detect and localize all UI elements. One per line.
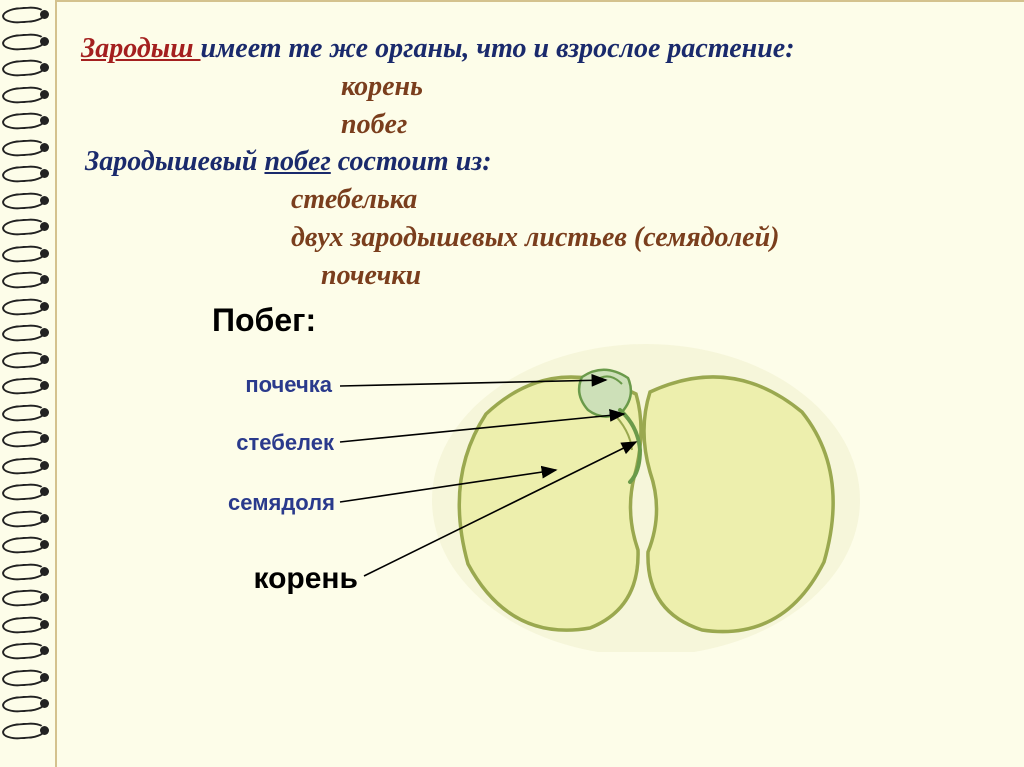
- label-koren: корень: [208, 562, 358, 596]
- seed-illustration: [432, 322, 862, 652]
- label-stebelek: стебелек: [194, 430, 334, 456]
- shoot-line-part1: Зародышевый: [85, 146, 264, 177]
- heading-rest: имеет те же органы, что и взрослое расте…: [201, 33, 795, 64]
- shoot-composition-line: Зародышевый побег состоит из:: [81, 143, 994, 181]
- right-cotyledon: [644, 377, 833, 632]
- label-pochechka: почечка: [202, 372, 332, 398]
- page-frame: Зародыш имеет те же органы, что и взросл…: [55, 0, 1024, 767]
- shoot-line-part3: состоит из:: [331, 146, 492, 177]
- shoot-item-bud: почечки: [81, 257, 994, 295]
- diagram-title: Побег:: [212, 302, 316, 339]
- text-block: Зародыш имеет те же органы, что и взросл…: [57, 2, 1024, 295]
- heading-subject: Зародыш: [81, 33, 201, 64]
- organ-line-shoot: побег: [81, 106, 994, 144]
- shoot-line-part2: побег: [264, 146, 330, 177]
- diagram-area: Побег: почечкастебел: [112, 302, 1024, 762]
- organ-line-root: корень: [81, 68, 994, 106]
- heading-line: Зародыш имеет те же органы, что и взросл…: [81, 30, 994, 68]
- shoot-item-leaves: двух зародышевых листьев (семядолей): [81, 219, 994, 257]
- shoot-item-stem: стебелька: [81, 181, 994, 219]
- label-semyadolya: семядоля: [190, 490, 335, 516]
- notebook-spiral-binding: [0, 0, 55, 767]
